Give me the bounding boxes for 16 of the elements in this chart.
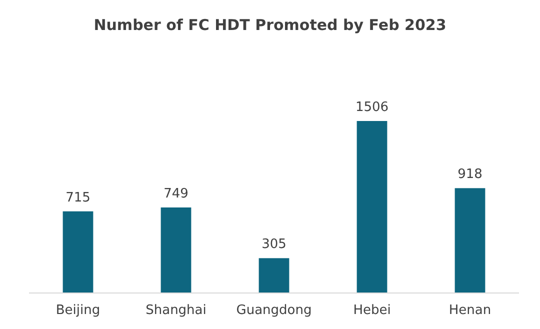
- x-tick-label: Guangdong: [236, 303, 312, 318]
- data-label: 918: [458, 167, 482, 182]
- x-tick-label: Hebei: [353, 303, 391, 318]
- bar: [454, 188, 486, 293]
- chart-title: Number of FC HDT Promoted by Feb 2023: [94, 16, 446, 34]
- x-tick-label: Shanghai: [146, 303, 206, 318]
- data-label: 305: [262, 237, 286, 252]
- bar: [160, 207, 192, 293]
- data-label: 715: [66, 190, 90, 206]
- data-label: 1506: [355, 100, 389, 115]
- x-tick-label: Henan: [448, 303, 492, 318]
- x-tick-label: Beijing: [56, 303, 100, 318]
- bar: [258, 258, 290, 293]
- data-label: 749: [164, 186, 188, 202]
- bar: [356, 121, 388, 293]
- bar: [62, 211, 94, 293]
